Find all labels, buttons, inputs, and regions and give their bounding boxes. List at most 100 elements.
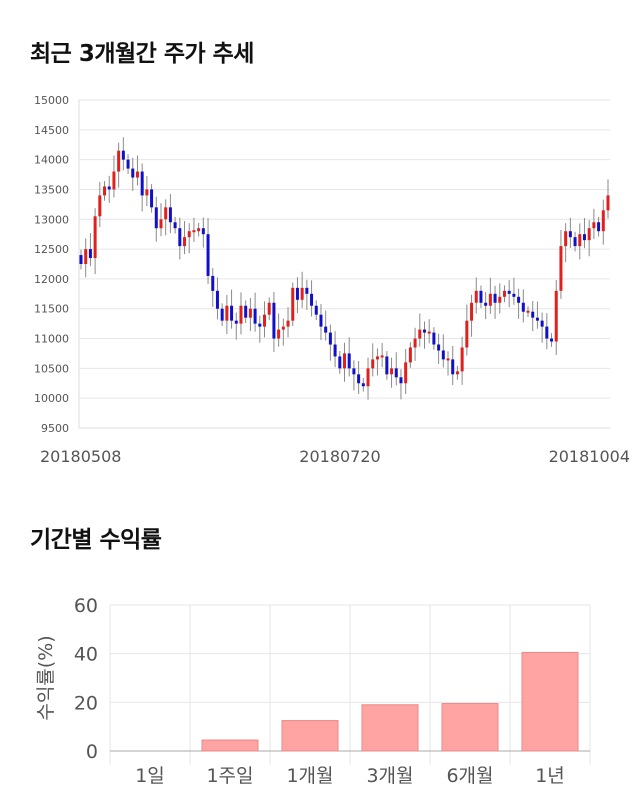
candle-down (399, 377, 403, 384)
candle-down (88, 249, 92, 259)
candle-down (357, 374, 361, 384)
candle-up (408, 347, 412, 363)
candle-down (220, 308, 224, 321)
candle-up (455, 371, 459, 375)
candle-down (361, 383, 365, 387)
candle-down (437, 344, 441, 351)
candle-down (484, 302, 488, 306)
candle-down (493, 293, 497, 303)
candle-up (465, 320, 469, 348)
candle-down (568, 231, 572, 238)
candle-down (107, 186, 111, 190)
returns-chart-title: 기간별 수익률 (30, 527, 162, 553)
y-tick-label: 20 (74, 692, 98, 714)
candle-up (300, 287, 304, 300)
candle-up (84, 249, 88, 264)
candle-down (201, 228, 205, 235)
y-tick-label: 10000 (34, 392, 69, 405)
y-tick-label: 12000 (34, 273, 69, 286)
candle-up (112, 171, 116, 190)
candle-down (517, 296, 521, 303)
return-bar (361, 704, 419, 752)
candle-up (564, 231, 568, 247)
return-bar (521, 651, 579, 752)
y-tick-label: 13500 (34, 183, 69, 196)
candle-up (183, 237, 187, 247)
candle-down (272, 302, 276, 339)
candle-down (258, 323, 262, 327)
candle-up (498, 296, 502, 303)
candle-up (159, 219, 163, 229)
y-tick-label: 10500 (34, 362, 69, 375)
y-tick-label: 40 (74, 644, 98, 666)
y-tick-label: 13000 (34, 213, 69, 226)
candle-up (286, 320, 290, 327)
y-tick-label: 12500 (34, 243, 69, 256)
candle-up (488, 293, 492, 306)
candle-down (324, 326, 328, 333)
candle-up (418, 329, 422, 339)
x-tick-label: 20180508 (40, 447, 121, 466)
return-bar (281, 720, 339, 752)
candle-up (248, 308, 252, 318)
candle-down (168, 207, 172, 223)
candle-up (470, 302, 474, 321)
candle-down (352, 368, 356, 375)
candle-down (545, 326, 549, 339)
candle-up (460, 347, 464, 372)
return-bar (441, 703, 499, 752)
x-tick-label: 3개월 (366, 765, 413, 787)
y-tick-label: 60 (74, 595, 98, 617)
return-bar (201, 739, 259, 752)
candle-down (441, 350, 445, 360)
candle-up (225, 305, 229, 321)
candle-up (413, 338, 417, 348)
candle-up (559, 246, 563, 291)
candle-up (164, 207, 168, 220)
y-tick-label: 11000 (34, 333, 69, 346)
candle-down (432, 332, 436, 345)
candle-down (535, 317, 539, 321)
x-tick-label: 1개월 (286, 765, 333, 787)
candle-down (451, 359, 455, 375)
candle-down (479, 290, 483, 303)
candle-up (380, 355, 384, 358)
candle-up (526, 310, 530, 313)
candle-up (606, 195, 610, 211)
candle-up (578, 234, 582, 247)
candle-up (587, 228, 591, 241)
candle-down (540, 320, 544, 327)
candlestick-chart: 9500 10000 10500 11000 11500 12000 12500 13000 1… (34, 94, 630, 466)
candle-down (234, 320, 238, 324)
candle-down (394, 368, 398, 378)
candle-down (150, 189, 154, 208)
candle-up (281, 326, 285, 330)
candle-up (554, 290, 558, 342)
x-tick-label: 1일 (135, 765, 165, 787)
candle-down (173, 222, 177, 229)
y-tick-label: 14500 (34, 124, 69, 137)
candle-up (187, 231, 191, 238)
candle-down (206, 234, 210, 276)
candle-up (375, 356, 379, 360)
candle-up (98, 195, 102, 217)
candle-down (422, 329, 426, 333)
x-tick-label: 1년 (535, 765, 565, 787)
candle-up (592, 222, 596, 229)
candle-down (385, 356, 389, 375)
candle-down (347, 353, 351, 369)
candle-down (512, 293, 516, 297)
candle-up (366, 368, 370, 387)
candle-down (573, 237, 577, 247)
y-tick-label: 14000 (34, 154, 69, 167)
candle-down (582, 234, 586, 241)
candle-up (93, 216, 97, 259)
candle-up (277, 329, 281, 339)
candle-up (291, 287, 295, 321)
y-tick-label: 9500 (41, 422, 69, 435)
candle-up (103, 186, 107, 196)
price-chart-title: 최근 3개월간 주가 추세 (30, 41, 254, 67)
candle-down (79, 255, 83, 264)
candle-up (197, 228, 201, 232)
